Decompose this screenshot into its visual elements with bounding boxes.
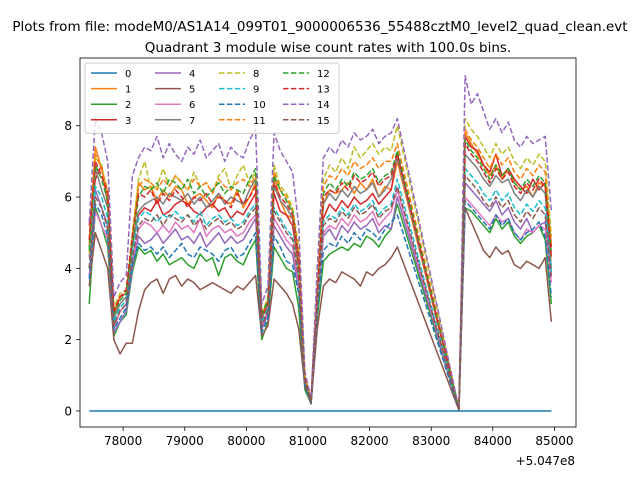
x-tick-label: 81000 xyxy=(289,434,327,448)
legend-label-9: 9 xyxy=(253,85,259,96)
legend-label-12: 12 xyxy=(317,69,330,80)
y-tick-label: 0 xyxy=(64,404,72,418)
series-lines xyxy=(88,75,553,412)
series-line-6 xyxy=(88,189,553,411)
x-tick-label: 79000 xyxy=(166,434,204,448)
x-tick-label: 80000 xyxy=(227,434,265,448)
x-tick-label: 82000 xyxy=(350,434,388,448)
y-tick-label: 2 xyxy=(64,333,72,347)
legend-label-3: 3 xyxy=(125,116,131,127)
legend-label-0: 0 xyxy=(125,69,131,80)
x-offset-label: +5.047e8 xyxy=(516,454,575,468)
legend-label-10: 10 xyxy=(253,100,266,111)
legend-label-11: 11 xyxy=(253,116,266,127)
series-line-3 xyxy=(88,135,553,410)
y-tick-label: 6 xyxy=(64,191,72,205)
series-line-12 xyxy=(88,139,553,410)
axes-frame xyxy=(79,57,577,428)
legend-label-5: 5 xyxy=(189,85,195,96)
legend-label-14: 14 xyxy=(317,100,330,111)
x-tick-label: 84000 xyxy=(474,434,512,448)
legend-box xyxy=(84,62,340,134)
legend-label-6: 6 xyxy=(189,100,195,111)
series-line-10 xyxy=(88,199,553,411)
chart-title: Quadrant 3 module wise count rates with … xyxy=(145,40,511,56)
series-line-8 xyxy=(88,117,553,410)
series-line-11 xyxy=(88,128,553,410)
series-line-7 xyxy=(88,153,553,410)
series-line-2 xyxy=(88,203,553,411)
legend-label-7: 7 xyxy=(189,116,195,127)
x-tick-label: 85000 xyxy=(535,434,573,448)
legend-label-13: 13 xyxy=(317,85,330,96)
legend-label-2: 2 xyxy=(125,100,131,111)
plot-area: 78000 79000 80000 81000 82000 83000 84000 85000… xyxy=(64,57,577,448)
series-line-15 xyxy=(88,174,553,411)
legend-label-4: 4 xyxy=(189,69,195,80)
x-tick-label: 78000 xyxy=(104,434,142,448)
series-line-5 xyxy=(88,206,553,411)
legend-label-1: 1 xyxy=(125,85,131,96)
series-line-13 xyxy=(88,142,553,410)
y-tick-label: 4 xyxy=(64,262,72,276)
series-line-14 xyxy=(88,75,553,410)
series-line-9 xyxy=(88,167,553,411)
y-tick-label: 8 xyxy=(64,119,72,133)
legend-label-15: 15 xyxy=(317,116,330,127)
figure-suptitle: Plots from file: modeM0/AS1A14_099T01_90… xyxy=(12,19,627,35)
x-tick-label: 83000 xyxy=(412,434,450,448)
legend-label-8: 8 xyxy=(253,69,259,80)
